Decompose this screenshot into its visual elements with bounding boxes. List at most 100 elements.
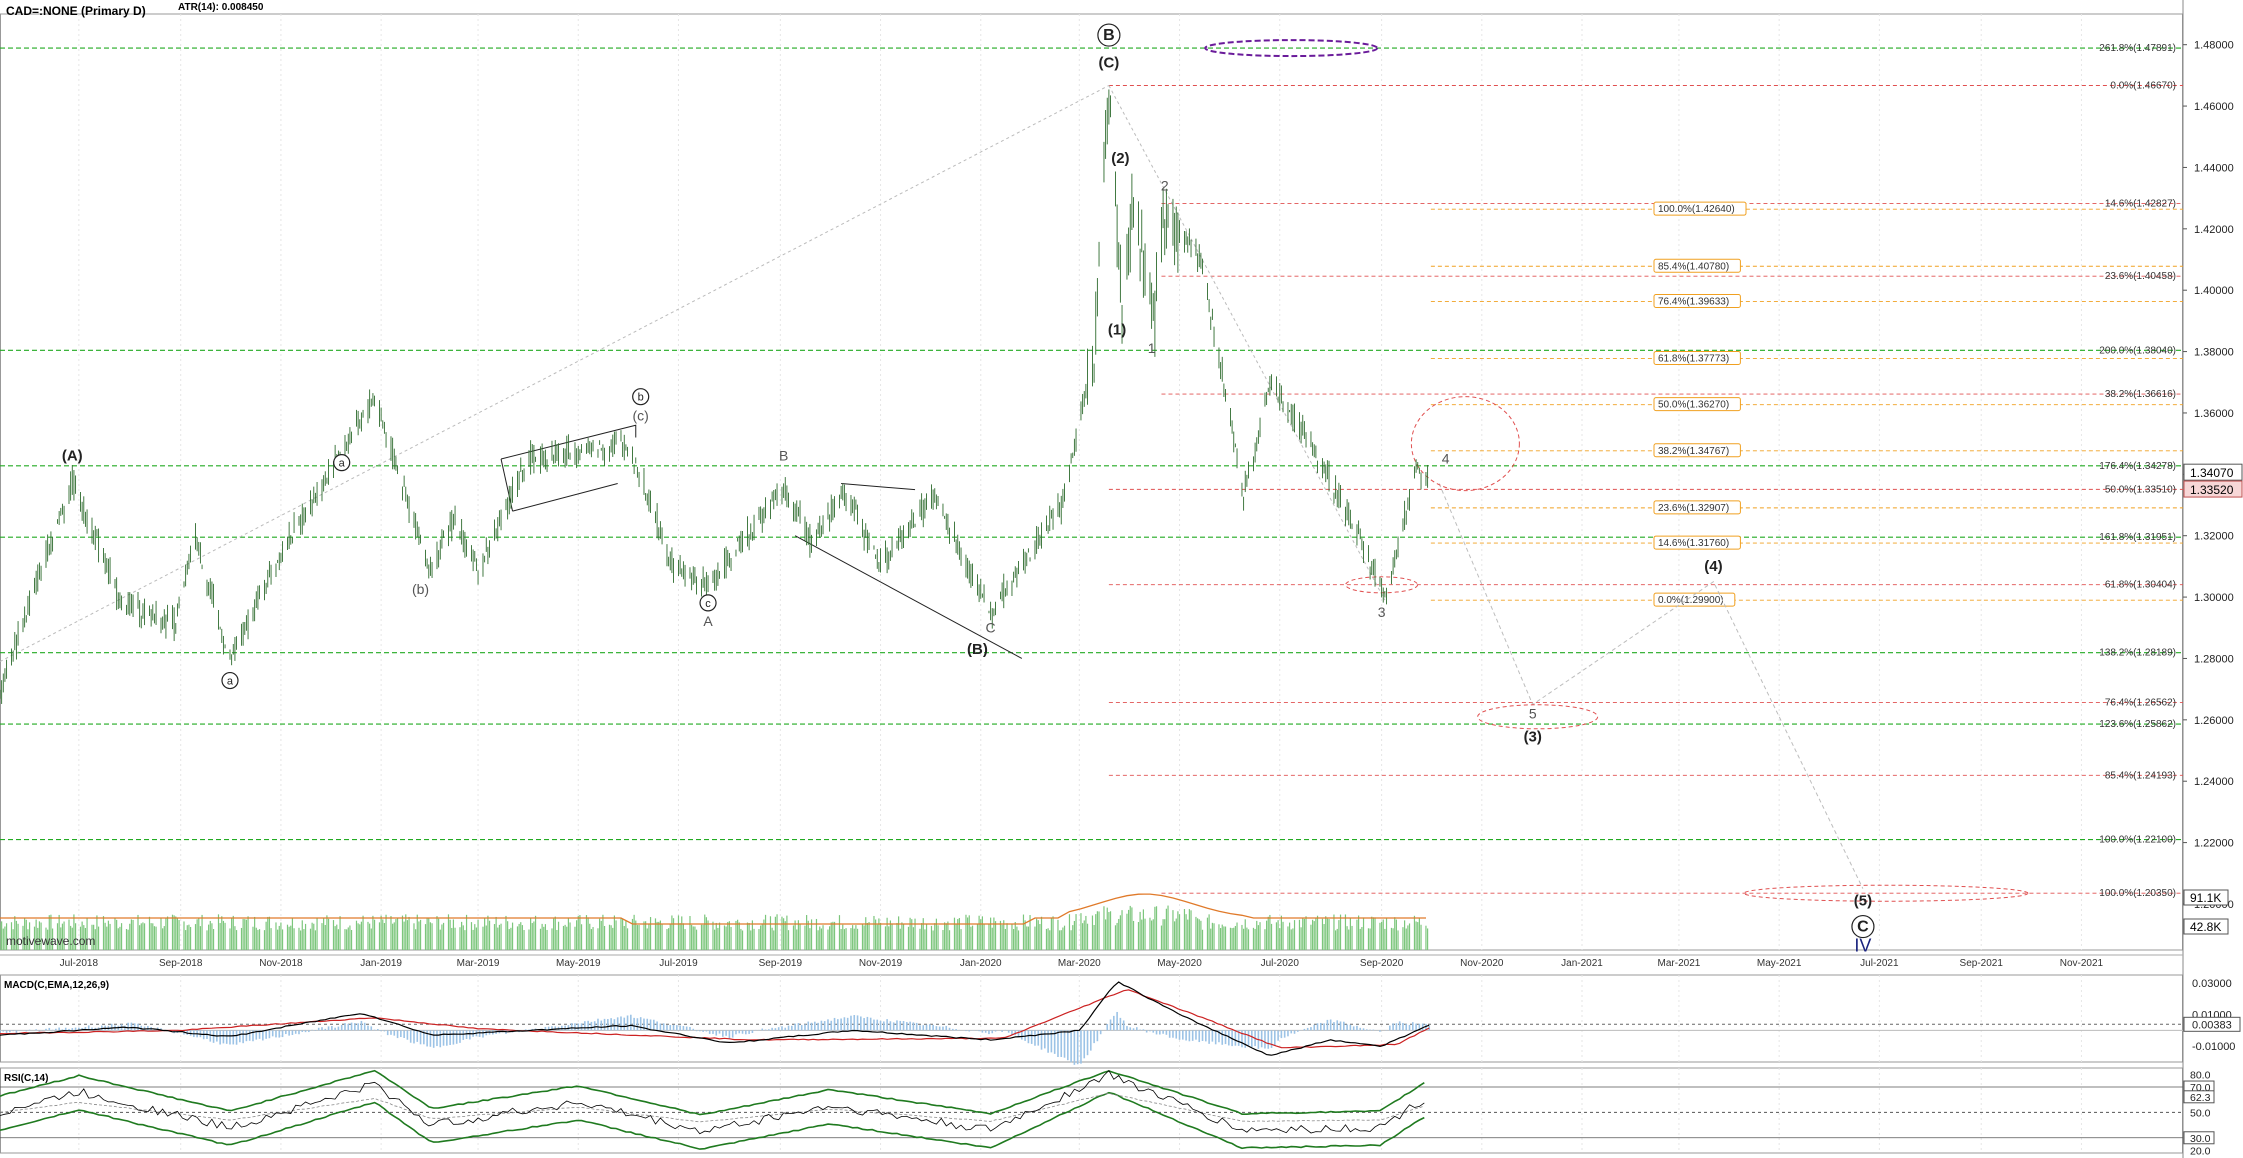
x-tick-label: May-2021 <box>1757 958 1802 969</box>
volume-bar <box>898 916 900 950</box>
macd-histogram-bar <box>787 1025 790 1031</box>
volume-bar <box>585 915 588 950</box>
volume-bar <box>1351 925 1353 950</box>
y-tick-label: 1.40000 <box>2194 285 2234 297</box>
y-tick-label: 1.28000 <box>2194 653 2234 665</box>
macd-histogram-bar <box>439 1030 442 1048</box>
volume-bar <box>395 919 397 950</box>
macd-histogram-bar <box>863 1018 865 1031</box>
macd-histogram-bar <box>242 1030 244 1044</box>
volume-bar <box>1334 930 1337 950</box>
macd-histogram-bar <box>1050 1030 1053 1053</box>
macd-histogram-bar <box>823 1021 826 1031</box>
volume-bar <box>1371 916 1373 950</box>
volume-bar <box>1425 925 1427 950</box>
wave-label: (C) <box>1098 55 1119 72</box>
macd-histogram-bar <box>830 1020 833 1031</box>
volume-bar <box>1060 930 1062 950</box>
volume-bar <box>1108 912 1110 950</box>
macd-histogram-bar <box>160 1028 162 1031</box>
macd-histogram-bar <box>222 1030 225 1044</box>
volume-bar <box>268 916 271 950</box>
volume-bar <box>1254 928 1256 950</box>
volume-bar <box>888 926 890 950</box>
volume-bar <box>827 929 829 950</box>
macd-histogram-bar <box>1260 1030 1263 1048</box>
volume-bar <box>380 915 382 950</box>
projection-level-box <box>1653 500 1741 515</box>
macd-histogram-bar <box>1211 1030 1214 1042</box>
macd-histogram-bar <box>403 1030 405 1038</box>
volume-bar <box>981 916 983 950</box>
volume-bar <box>546 929 548 950</box>
macd-histogram-bar <box>478 1030 481 1037</box>
macd-histogram-bar <box>1126 1026 1128 1031</box>
volume-bar <box>1315 918 1317 950</box>
macd-histogram-bar <box>380 1030 382 1032</box>
volume-bar <box>163 926 165 950</box>
volume-bar <box>576 920 578 950</box>
volume-bar <box>462 925 464 950</box>
macd-histogram-bar <box>1073 1030 1076 1065</box>
projection-level-box <box>1653 258 1741 273</box>
macd-histogram-bar <box>1109 1019 1112 1031</box>
volume-bar <box>130 919 133 950</box>
volume-bar <box>1385 918 1388 950</box>
volume-bar <box>1220 928 1222 950</box>
volume-bar <box>891 923 893 950</box>
fib-level-label: 61.8%(1.30404) <box>2105 580 2176 591</box>
macd-histogram-bar <box>367 1025 369 1031</box>
macd-histogram-bar <box>285 1030 287 1035</box>
macd-histogram-bar <box>232 1030 235 1045</box>
volume-bar <box>1095 914 1097 950</box>
macd-histogram-bar <box>692 1028 695 1031</box>
macd-histogram-bar <box>1021 1030 1023 1040</box>
macd-histogram-bar <box>354 1023 356 1031</box>
volume-bar <box>451 927 453 950</box>
volume-bar <box>194 924 197 950</box>
volume-bar <box>189 926 192 950</box>
volume-bar <box>33 926 36 950</box>
volume-bar <box>1187 919 1189 950</box>
volume-bar <box>718 922 721 950</box>
fib-level-label: 200.0%(1.38040) <box>2099 345 2176 356</box>
volume-bar <box>692 926 694 950</box>
volume-bar <box>498 924 501 950</box>
macd-histogram-bar <box>952 1028 954 1031</box>
volume-bar <box>83 925 85 950</box>
macd-histogram-bar <box>288 1030 290 1036</box>
volume-bar <box>620 917 622 950</box>
y-tick-label: 1.36000 <box>2194 408 2234 420</box>
watermark: motivewave.com <box>6 934 96 948</box>
volume-bar <box>646 928 648 950</box>
macd-signal-line <box>0 989 1430 1049</box>
volume-bar <box>580 924 583 950</box>
macd-histogram-bar <box>35 1029 37 1031</box>
volume-bar <box>991 927 993 950</box>
macd-histogram-bar <box>130 1022 133 1031</box>
volume-bar <box>1178 914 1181 950</box>
chart-title: CAD=:NONE (Primary D) <box>6 4 146 18</box>
macd-histogram-bar <box>84 1027 87 1031</box>
macd-histogram-bar <box>528 1029 530 1031</box>
x-tick-label: Sep-2019 <box>759 958 803 969</box>
volume-bar <box>659 920 662 950</box>
volume-bar <box>809 928 811 950</box>
macd-histogram-bar <box>1405 1024 1408 1031</box>
volume-bar <box>530 918 532 950</box>
macd-histogram-bar <box>1060 1030 1063 1057</box>
volume-bar <box>784 921 786 950</box>
macd-histogram-bar <box>892 1022 895 1031</box>
macd-histogram-bar <box>715 1030 718 1036</box>
volume-bar <box>120 923 123 950</box>
macd-histogram-bar <box>935 1026 938 1031</box>
volume-bar <box>1026 926 1028 950</box>
macd-histogram-bar <box>1418 1023 1421 1031</box>
target-ellipse-4 <box>1410 396 1520 492</box>
volume-bar <box>1277 920 1279 950</box>
volume-bar <box>1039 924 1041 950</box>
volume-bar <box>1142 909 1144 950</box>
macd-histogram-bar <box>311 1029 313 1031</box>
macd-histogram-bar <box>1218 1030 1220 1043</box>
